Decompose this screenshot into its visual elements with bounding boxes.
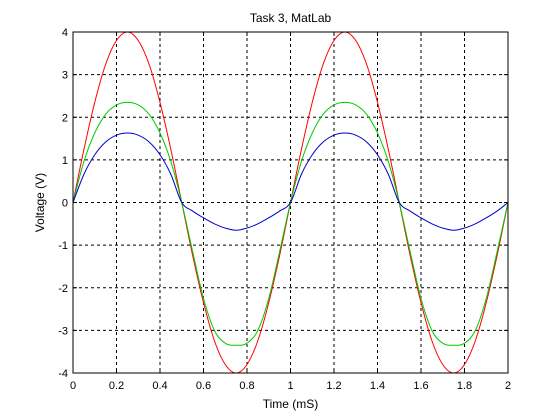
y-tick-label: 3: [62, 70, 68, 82]
grid-lines: [73, 32, 508, 373]
axis-ticks: [72, 31, 509, 374]
x-tick-label: 0.8: [239, 380, 254, 392]
y-tick-label: 0: [62, 198, 68, 210]
y-tick-label: -3: [58, 325, 68, 337]
x-tick-label: 2: [505, 380, 511, 392]
chart-title: Task 3, MatLab: [250, 11, 332, 25]
y-tick-label: 1: [62, 155, 68, 167]
x-tick-labels: 0 0.2 0.4 0.6 0.8 1 1.2 1.4 1.6 1.8 2: [70, 380, 511, 392]
y-tick-label: 2: [62, 112, 68, 124]
x-tick-label: 1.4: [370, 380, 385, 392]
x-tick-label: 1.8: [457, 380, 472, 392]
y-axis-title: Voltage (V): [33, 173, 47, 232]
y-tick-label: -2: [58, 283, 68, 295]
x-tick-label: 0.6: [196, 380, 211, 392]
x-tick-label: 1.2: [326, 380, 341, 392]
x-tick-label: 0: [70, 380, 76, 392]
x-tick-label: 1: [287, 380, 293, 392]
x-axis-title: Time (mS): [263, 397, 319, 411]
x-tick-label: 0.2: [109, 380, 124, 392]
y-tick-label: -1: [58, 240, 68, 252]
y-tick-labels: -4 -3 -2 -1 0 1 2 3 4: [58, 27, 68, 380]
series-layer: [72, 31, 509, 374]
series-line-3: [72, 132, 509, 231]
y-tick-label: -4: [58, 368, 68, 380]
x-tick-label: 1.6: [413, 380, 428, 392]
y-tick-label: 4: [62, 27, 68, 39]
x-tick-label: 0.4: [152, 380, 167, 392]
